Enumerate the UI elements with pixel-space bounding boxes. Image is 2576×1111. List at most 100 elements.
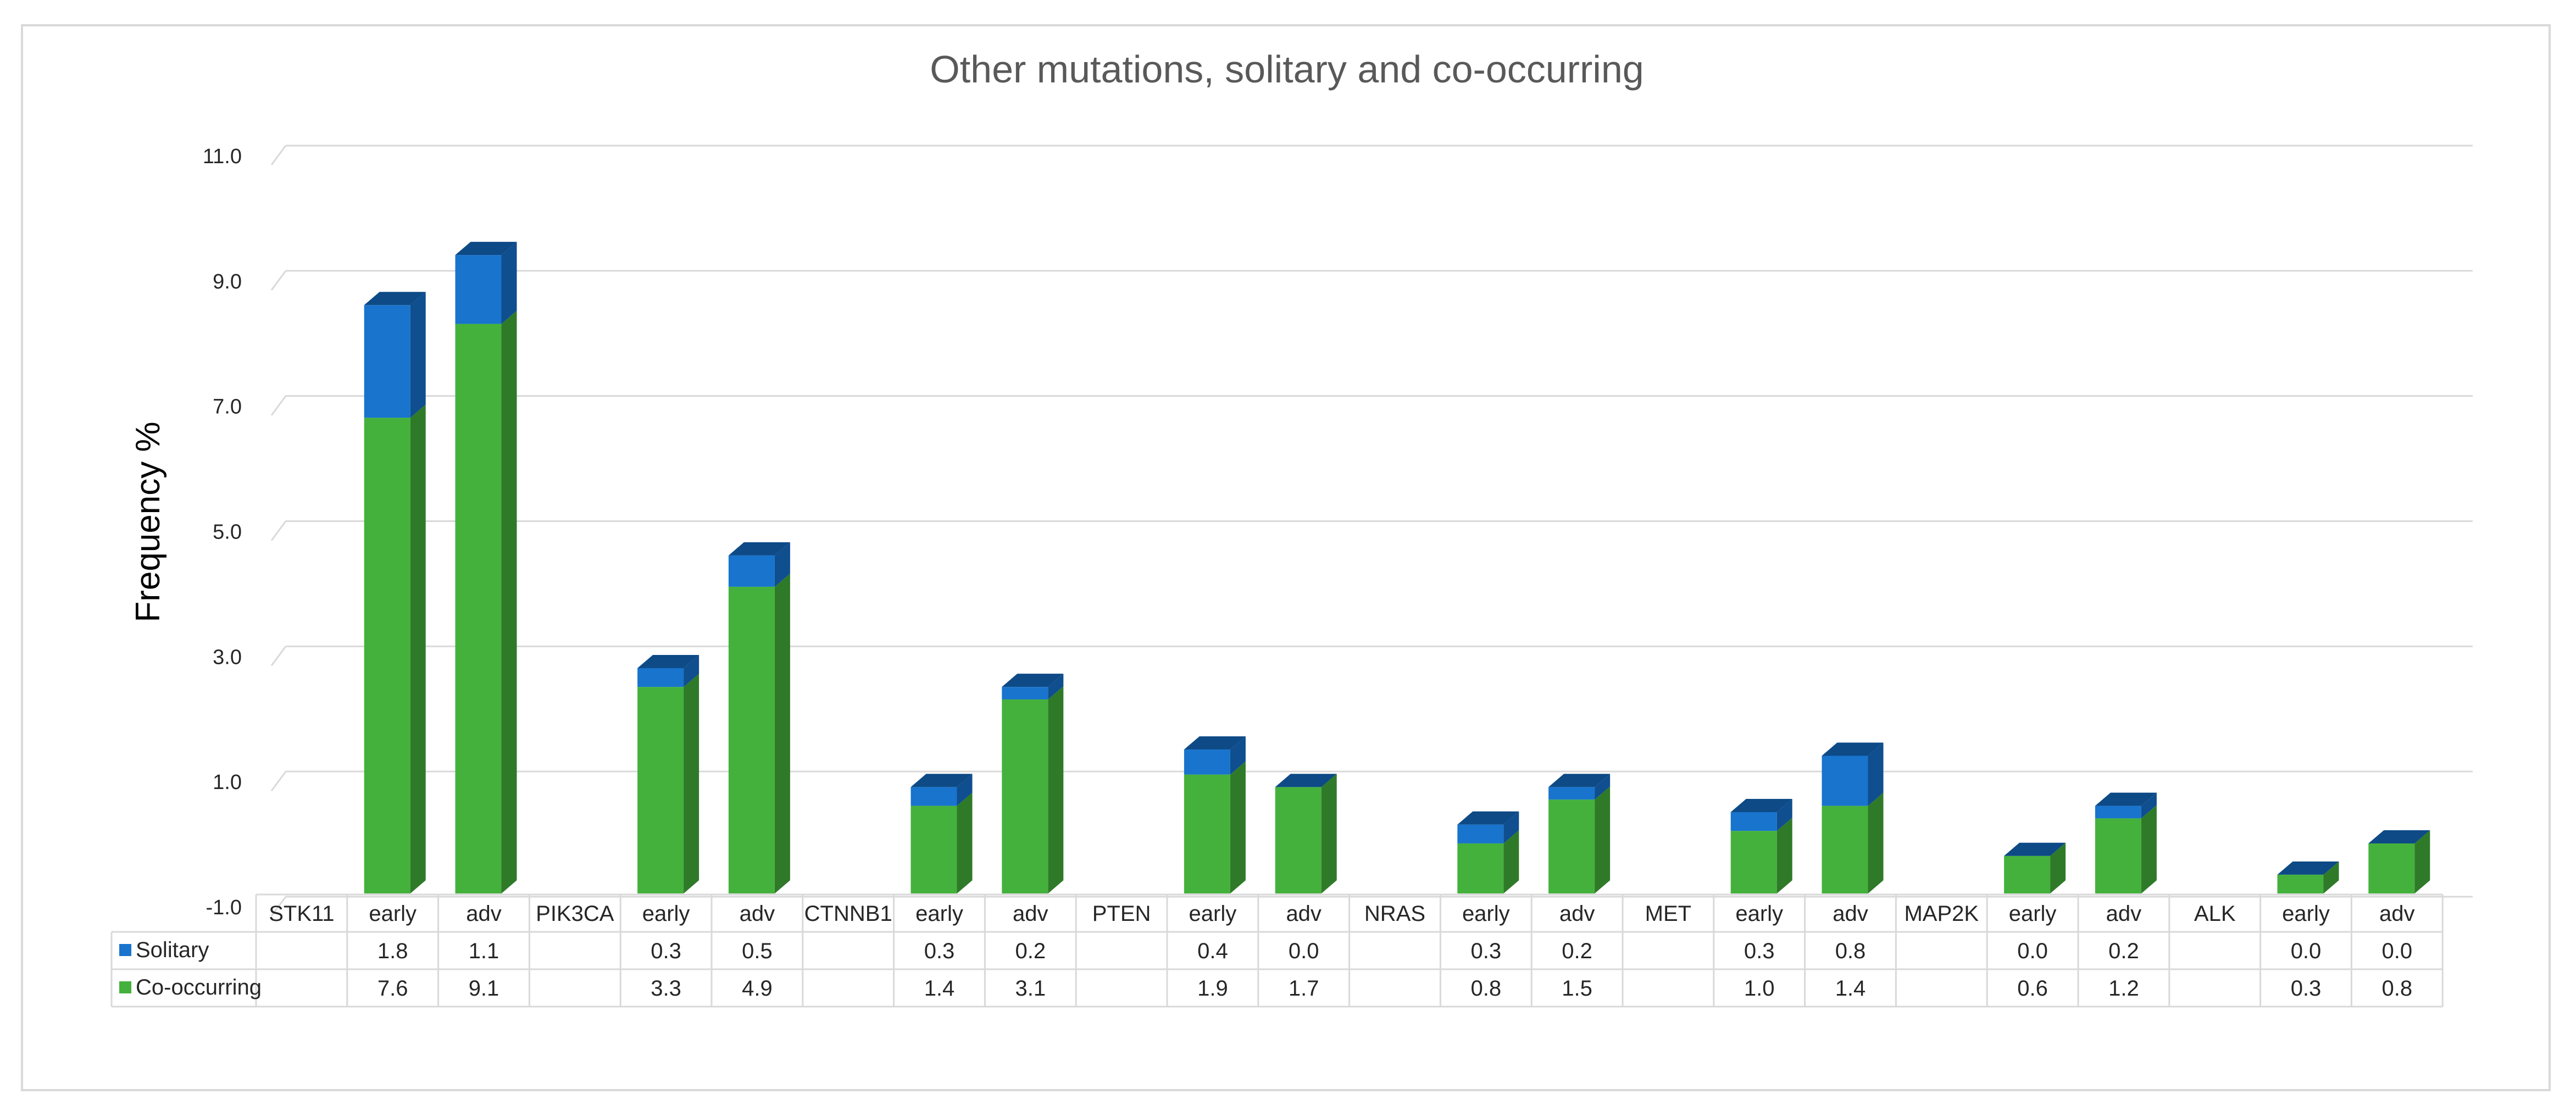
category-label: MAP2K xyxy=(1904,902,1979,926)
bar-top xyxy=(2368,830,2430,843)
data-label: 0.3 xyxy=(2291,976,2322,1001)
bar-co-occurring-side xyxy=(501,310,517,894)
bar-co-occurring-side xyxy=(2323,861,2339,894)
data-label: 1.4 xyxy=(924,976,955,1001)
data-label: 1.4 xyxy=(1835,976,1866,1001)
category-label: adv xyxy=(466,902,502,926)
data-label: 0.0 xyxy=(2291,939,2322,963)
data-label: 0.2 xyxy=(2108,939,2139,963)
bar-solitary-side xyxy=(1048,674,1064,699)
bar-co-occurring xyxy=(455,324,502,894)
data-label: 0.2 xyxy=(1562,939,1592,963)
category-label: NRAS xyxy=(1364,902,1425,926)
category-label: adv xyxy=(2379,902,2415,926)
bar-top xyxy=(455,242,517,255)
data-label: 0.4 xyxy=(1197,939,1228,963)
category-label: ALK xyxy=(2194,902,2236,926)
data-label: 3.3 xyxy=(651,976,681,1001)
y-axis-label: Frequency % xyxy=(129,421,167,622)
category-label: PTEN xyxy=(1092,902,1151,926)
bar-solitary-side xyxy=(957,774,973,806)
bar-co-occurring-side xyxy=(774,573,790,894)
bar-co-occurring-side xyxy=(1868,792,1884,894)
legend-key xyxy=(119,944,131,956)
bar-solitary-side xyxy=(1230,736,1246,775)
bar-co-occurring-side xyxy=(1595,786,1611,894)
category-label: PIK3CA xyxy=(536,902,614,926)
bar-co-occurring-side xyxy=(1230,761,1246,894)
bar-solitary xyxy=(1730,812,1777,831)
bar-co-occurring xyxy=(1275,787,1322,894)
data-table: STK11 early adv PIK3CA early adv CTNNB1 early ad… xyxy=(110,893,2444,1008)
bar-co-occurring-side xyxy=(1776,818,1792,894)
category-label: adv xyxy=(1013,902,1048,926)
category-label: early xyxy=(1462,902,1510,926)
data-label: 0.3 xyxy=(1470,939,1501,963)
bar-top xyxy=(2277,861,2339,875)
category-label: early xyxy=(1189,902,1237,926)
bar-co-occurring-side xyxy=(1503,830,1519,894)
data-label: 0.6 xyxy=(2017,976,2048,1001)
bar-co-occurring xyxy=(2277,874,2324,894)
category-label: adv xyxy=(1286,902,1322,926)
bar-solitary-side xyxy=(684,654,699,687)
bar-co-occurring xyxy=(1002,699,1048,894)
data-label: 0.5 xyxy=(742,939,773,963)
bar-top xyxy=(1184,736,1246,750)
bar-solitary xyxy=(1457,824,1504,843)
bar-solitary xyxy=(911,787,957,806)
bar-top xyxy=(1002,674,1064,687)
data-label: 1.7 xyxy=(1289,976,1319,1001)
bar-solitary-side xyxy=(501,242,517,324)
y-tick-label: 7.0 xyxy=(213,396,242,419)
bar-co-occurring xyxy=(911,806,957,894)
data-label: 1.8 xyxy=(377,939,408,963)
data-label: 1.1 xyxy=(469,939,499,963)
category-label: early xyxy=(1735,902,1783,926)
y-axis-ticks: -1.0 1.0 3.0 5.0 7.0 9.0 11.0 xyxy=(203,145,242,919)
bar-co-occurring-side xyxy=(2050,842,2066,894)
bar-top xyxy=(2004,842,2066,856)
bar-top xyxy=(364,292,426,305)
data-label: 0.3 xyxy=(924,939,955,963)
chart-area xyxy=(21,24,2551,1091)
chart-title: Other mutations, solitary and co-occurri… xyxy=(930,48,1644,91)
y-tick-label: 3.0 xyxy=(213,646,242,669)
bar-top xyxy=(1548,774,1611,787)
data-label: 3.1 xyxy=(1015,976,1046,1001)
category-label: adv xyxy=(2106,902,2142,926)
bar-co-occurring xyxy=(364,418,410,894)
data-label: 0.8 xyxy=(2381,976,2412,1001)
y-tick-label: 11.0 xyxy=(203,145,242,168)
data-label: 1.2 xyxy=(2108,976,2139,1001)
data-label: 0.2 xyxy=(1015,939,1046,963)
y-tick-label: 9.0 xyxy=(213,270,242,293)
bar-solitary xyxy=(455,255,502,324)
bar-co-occurring-side xyxy=(957,792,973,894)
bar-solitary-side xyxy=(1595,774,1611,800)
bar-co-occurring-side xyxy=(684,674,699,894)
bar-co-occurring xyxy=(728,586,775,894)
bar-top xyxy=(1275,774,1337,787)
data-label: 0.0 xyxy=(1289,939,1319,963)
bar-top xyxy=(2095,792,2157,806)
bar-solitary-side xyxy=(1503,811,1519,843)
bar-co-occurring xyxy=(2095,818,2141,894)
bar-co-occurring xyxy=(1822,806,1868,894)
bar-top xyxy=(911,774,973,787)
gridline-depth xyxy=(270,646,287,666)
data-label: 0.0 xyxy=(2017,939,2048,963)
bar-solitary xyxy=(637,668,684,687)
bar-co-occurring xyxy=(1548,799,1595,894)
data-label: 9.1 xyxy=(469,976,499,1001)
bar-top xyxy=(1822,742,1884,756)
bar-top xyxy=(1730,798,1792,812)
category-label: CTNNB1 xyxy=(804,902,892,926)
bar-solitary xyxy=(364,305,410,418)
bar-co-occurring xyxy=(1184,774,1230,894)
gridline-depth xyxy=(270,896,287,917)
category-label: early xyxy=(2009,902,2057,926)
bar-top xyxy=(637,654,699,668)
bar-co-occurring xyxy=(2004,856,2051,894)
